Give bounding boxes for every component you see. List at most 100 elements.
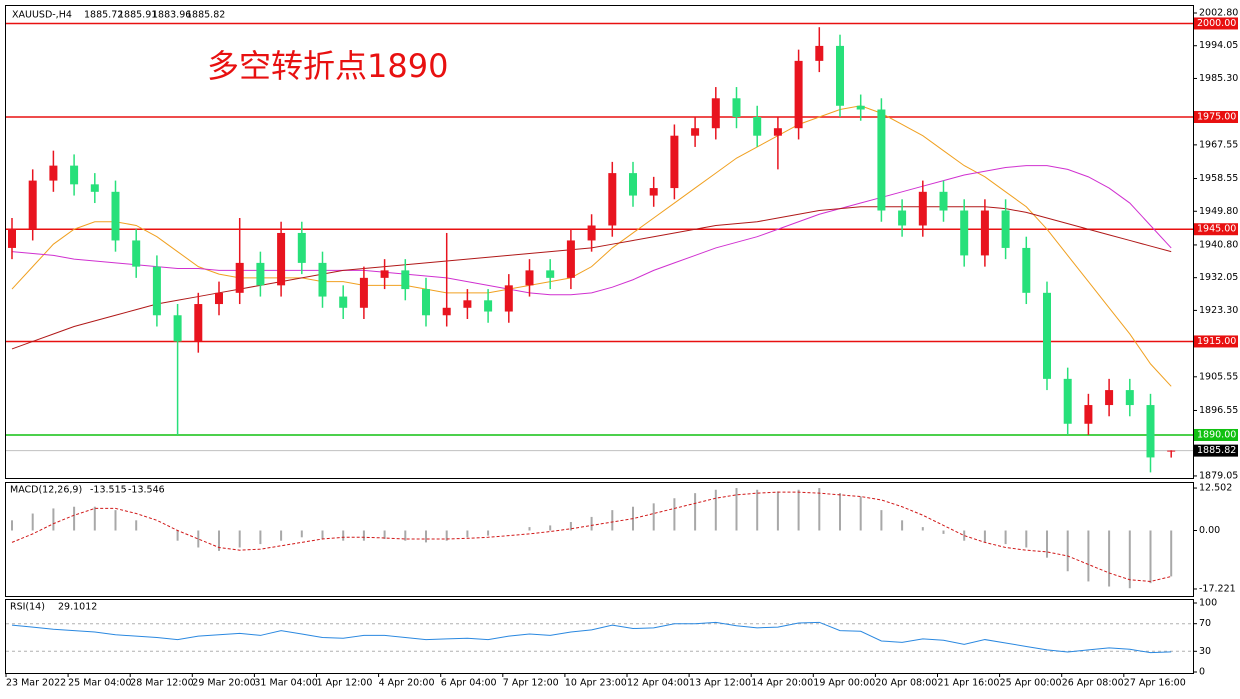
macd-signal	[11, 491, 1172, 582]
candle-body	[836, 45, 844, 106]
low-value: 1883.96	[152, 10, 191, 21]
candle-body	[546, 270, 555, 278]
y-tick-label: -17.221	[1199, 583, 1236, 594]
x-tick-label: 7 Apr 12:00	[503, 678, 559, 689]
y-tick-label: 100	[1199, 598, 1217, 609]
candle-body	[1001, 210, 1010, 248]
candle-body	[608, 173, 617, 226]
candle-body	[504, 285, 513, 312]
candle-body	[359, 277, 368, 308]
x-tick-label: 6 Apr 04:00	[441, 678, 497, 689]
candle-body	[691, 128, 700, 136]
rsi-line	[11, 621, 1172, 654]
x-tick-label: 12 Apr 04:00	[627, 678, 689, 689]
candle-body	[1167, 450, 1176, 452]
x-tick-label: 10 Apr 23:00	[565, 678, 627, 689]
candle-body	[1084, 405, 1093, 424]
candle-body	[318, 262, 327, 297]
level-label-box	[1194, 110, 1238, 123]
candle-body	[277, 232, 286, 286]
x-tick-label: 23 Mar 2022	[6, 678, 66, 689]
candle-body	[711, 98, 720, 129]
close-value: 1885.82	[186, 10, 225, 21]
candle-body	[649, 188, 658, 196]
candle-body	[1022, 247, 1031, 293]
candle-body	[732, 98, 741, 117]
symbol: XAUUSD-,H4	[12, 10, 72, 21]
candle-body	[753, 116, 762, 136]
x-tick-label: 25 Apr 00:00	[1000, 678, 1062, 689]
x-tick-label: 19 Apr 00:00	[813, 678, 875, 689]
candle-body	[401, 270, 410, 290]
x-tick-label: 21 Apr 16:00	[938, 678, 1000, 689]
candle-body	[1063, 378, 1072, 424]
candle-body	[90, 184, 99, 192]
macd-title: MACD(12,26,9)	[10, 485, 82, 496]
candle-body	[939, 191, 948, 211]
x-tick-label: 4 Apr 20:00	[379, 678, 435, 689]
y-tick-label: 1985.30	[1199, 73, 1238, 84]
candle-body	[111, 191, 120, 241]
candle-body	[442, 307, 451, 316]
candle-body	[773, 128, 782, 136]
candle-body	[380, 270, 389, 278]
open-value: 1885.72	[84, 10, 123, 21]
level-label-box	[1194, 428, 1238, 441]
x-tick-label: 13 Apr 12:00	[689, 678, 751, 689]
candle-body	[152, 266, 161, 316]
level-label-box	[1194, 223, 1238, 236]
candle-body	[28, 180, 37, 230]
candle-body	[256, 262, 265, 286]
x-tick-label: 29 Mar 20:00	[192, 678, 255, 689]
current-price-label: 1885.82	[1197, 445, 1236, 456]
y-tick-label: 1896.55	[1199, 405, 1238, 416]
x-tick-label: 28 Mar 12:00	[130, 678, 193, 689]
candle-body	[794, 60, 803, 129]
current-price-box	[1194, 444, 1238, 457]
x-tick-label: 14 Apr 20:00	[751, 678, 813, 689]
x-tick-label: 27 Apr 16:00	[1124, 678, 1186, 689]
macd-value: -13.515	[90, 485, 127, 496]
macd-pane	[5, 482, 1194, 597]
candle-body	[339, 296, 348, 308]
candle-body	[670, 135, 679, 189]
candle-body	[49, 165, 58, 181]
level-label: 2000.00	[1197, 18, 1236, 29]
y-tick-label: 1949.80	[1199, 206, 1238, 217]
candle-body	[856, 105, 865, 110]
y-tick-label: 1940.80	[1199, 239, 1238, 250]
candle-body	[70, 165, 79, 185]
x-tick-label: 26 Apr 08:00	[1062, 678, 1124, 689]
y-tick-label: 30	[1199, 646, 1211, 657]
level-label-box	[1194, 335, 1238, 348]
y-tick-label: 1905.55	[1199, 371, 1238, 382]
y-tick-label: 1932.05	[1199, 272, 1238, 283]
y-tick-label: 1958.55	[1199, 173, 1238, 184]
candle-body	[8, 229, 16, 248]
rsi-value: 29.1012	[58, 602, 97, 613]
candle-body	[918, 191, 927, 226]
candle-body	[235, 262, 244, 293]
candle-body	[566, 240, 575, 278]
rsi-pane	[5, 599, 1194, 674]
level-label: 1975.00	[1197, 111, 1236, 122]
y-tick-label: 1879.05	[1199, 470, 1238, 481]
candle-body	[194, 304, 203, 342]
x-tick-label: 1 Apr 12:00	[317, 678, 373, 689]
candle-body	[215, 292, 223, 305]
candle-body	[173, 315, 182, 342]
candle-body	[877, 109, 886, 211]
annotation: 多空转折点1890	[207, 47, 448, 85]
rsi-title: RSI(14)	[10, 602, 45, 613]
x-tick-label: 31 Mar 04:00	[254, 678, 317, 689]
main-pane	[5, 5, 1194, 479]
candle-body	[422, 289, 430, 316]
x-tick-label: 25 Mar 04:00	[68, 678, 131, 689]
candle-body	[525, 270, 534, 286]
candle-body	[1105, 390, 1114, 406]
level-label-box	[1194, 17, 1238, 30]
moving-average	[11, 165, 1172, 296]
